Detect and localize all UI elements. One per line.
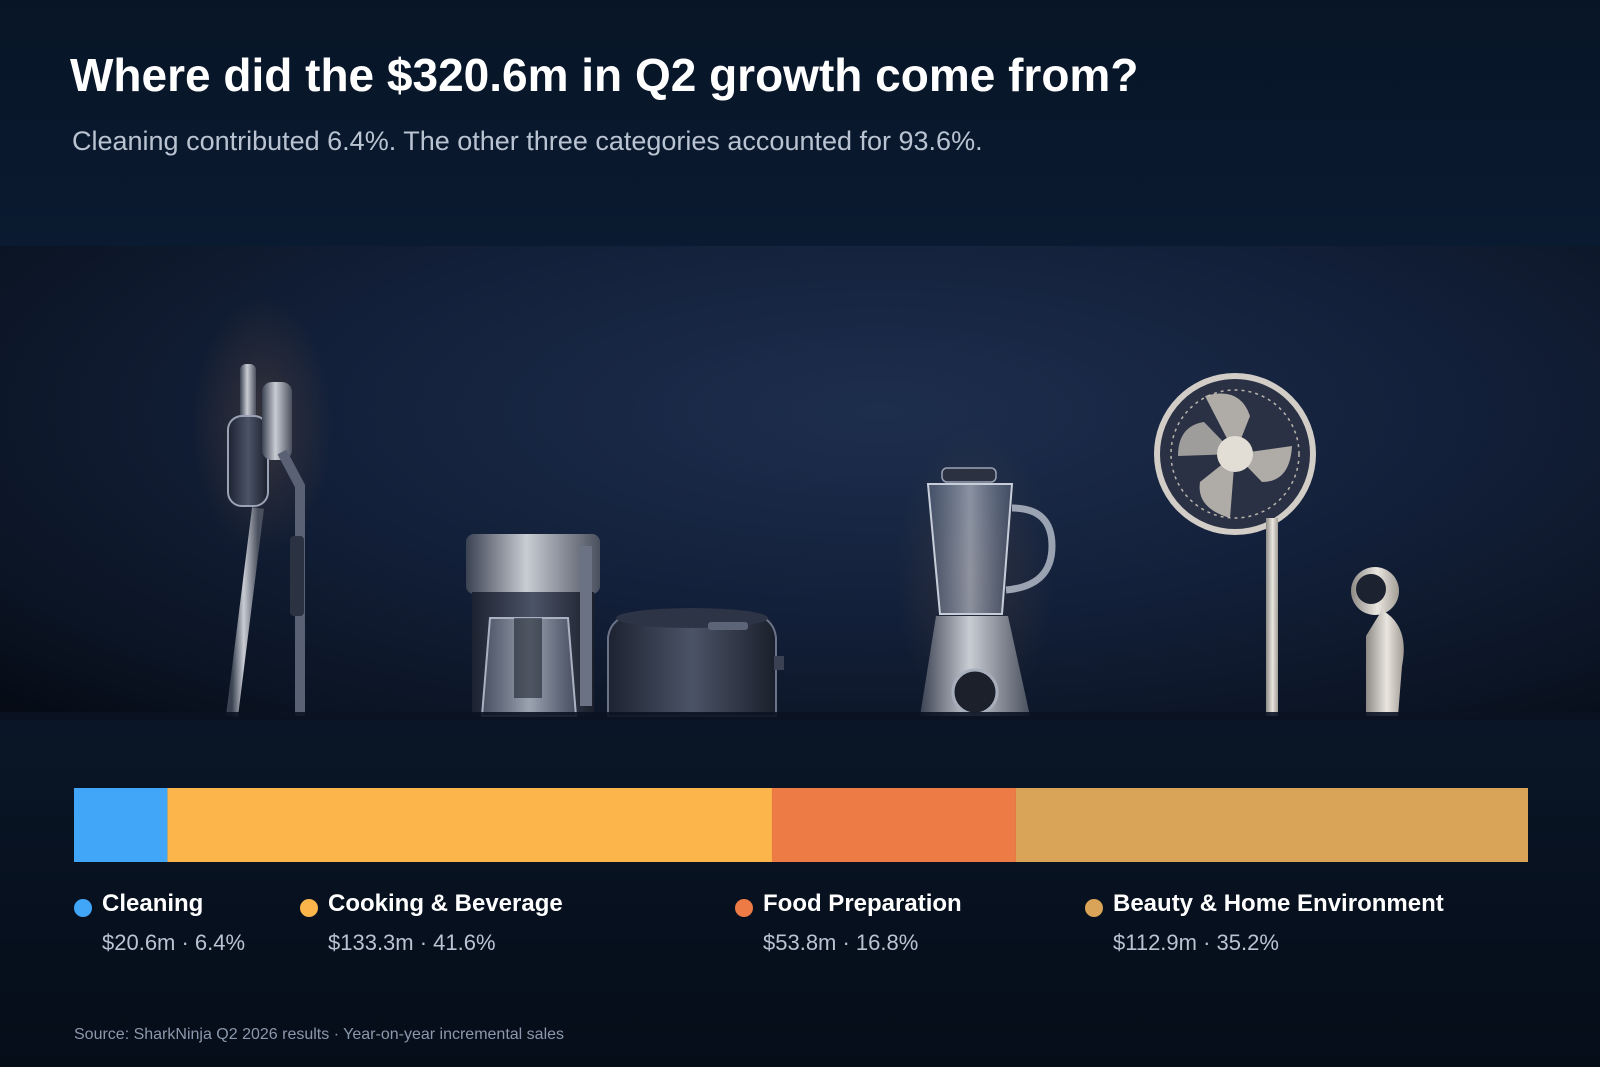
source-note: Source: SharkNinja Q2 2026 results · Yea… (74, 1026, 565, 1043)
coffee-maker-icon (466, 534, 600, 717)
product-hero-image (0, 246, 1600, 720)
legend-dot-food-preparation (735, 899, 753, 917)
legend-label: Beauty & Home Environment (1113, 890, 1444, 917)
legend-dot-cleaning (74, 899, 92, 917)
rice-cooker-icon (607, 608, 784, 717)
bar-segment-cooking-beverage (167, 788, 772, 862)
page-subtitle: Cleaning contributed 6.4%. The other thr… (72, 126, 983, 156)
legend-label: Cleaning (102, 890, 204, 917)
legend-label: Cooking & Beverage (328, 890, 563, 917)
page-title: Where did the $320.6m in Q2 growth come … (70, 49, 1139, 101)
bar-segment-cleaning (74, 788, 168, 862)
blender-icon (895, 426, 1056, 720)
fan-icon (1154, 373, 1316, 716)
chart-panel (0, 720, 1600, 1067)
stick-vacuum-icon (192, 296, 332, 717)
bar-segment-beauty-home (1015, 788, 1528, 862)
legend-dot-beauty-home (1085, 899, 1103, 917)
legend-value: $112.9m · 35.2% (1113, 930, 1279, 955)
legend-dot-cooking-beverage (300, 899, 318, 917)
legend-value: $20.6m · 6.4% (102, 930, 246, 955)
legend-label: Food Preparation (763, 890, 962, 917)
stacked-bar (74, 788, 1528, 862)
bar-segment-food-preparation (771, 788, 1016, 862)
legend-value: $133.3m · 41.6% (328, 930, 496, 955)
hair-dryer-icon (1351, 567, 1404, 716)
legend-value: $53.8m · 16.8% (763, 930, 919, 955)
header-background (0, 0, 1600, 246)
